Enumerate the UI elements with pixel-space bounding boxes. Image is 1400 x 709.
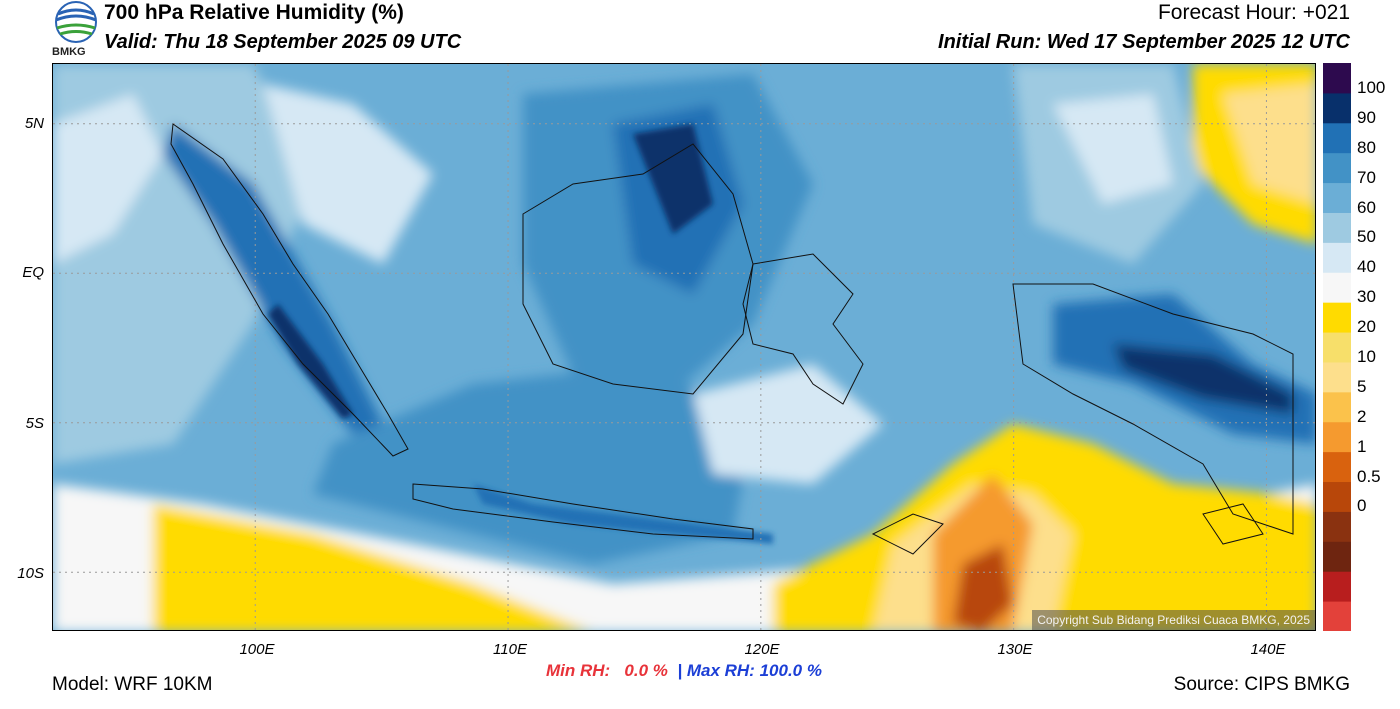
- legend-label: 2: [1357, 406, 1367, 426]
- legend-label: 0.5: [1357, 466, 1381, 486]
- legend-swatch: [1323, 421, 1351, 453]
- legend-label: 70: [1357, 167, 1376, 187]
- lat-label-5s: 5S: [25, 415, 44, 432]
- legend-swatch: [1323, 122, 1351, 154]
- logo-text: BMKG: [52, 46, 86, 58]
- legend-label: 20: [1357, 317, 1376, 337]
- valid-time: Valid: Thu 18 September 2025 09 UTC: [104, 31, 462, 53]
- legend-label: 60: [1357, 197, 1376, 217]
- legend-swatch: [1323, 182, 1351, 213]
- legend-label: 1: [1357, 436, 1367, 456]
- legend-swatch: [1323, 601, 1351, 632]
- legend-swatch: [1323, 361, 1351, 393]
- legend-swatch: [1323, 302, 1351, 333]
- min-rh-value: 0.0 %: [624, 661, 668, 680]
- legend-swatch: [1323, 332, 1351, 363]
- legend-swatch: [1323, 272, 1351, 303]
- rh-stats: Min RH: 0.0 % | Max RH: 100.0 %: [546, 661, 822, 681]
- lat-label-5n: 5N: [24, 115, 44, 132]
- lon-label-100e: 100E: [239, 641, 275, 658]
- legend-label: 90: [1357, 107, 1376, 127]
- data-source: Source: CIPS BMKG: [1173, 674, 1350, 695]
- copyright-notice: Copyright Sub Bidang Prediksi Cuaca BMKG…: [1032, 610, 1315, 630]
- lon-label-140e: 140E: [1250, 641, 1286, 658]
- initial-run: Initial Run: Wed 17 September 2025 12 UT…: [938, 31, 1350, 53]
- chart-title: 700 hPa Relative Humidity (%): [104, 1, 404, 24]
- forecast-hour: Forecast Hour: +021: [1157, 1, 1350, 24]
- model-info: Model: WRF 10KM: [52, 674, 213, 695]
- legend-swatch: [1323, 92, 1351, 124]
- legend-swatch: [1323, 212, 1351, 243]
- legend-label: 30: [1357, 287, 1376, 307]
- color-legend: [1323, 63, 1351, 632]
- legend-swatch: [1323, 63, 1351, 94]
- legend-swatch: [1323, 152, 1351, 184]
- bmkg-logo: BMKG: [50, 0, 102, 60]
- stats-separator: |: [677, 661, 683, 680]
- humidity-map: Copyright Sub Bidang Prediksi Cuaca BMKG…: [52, 63, 1316, 631]
- legend-label: 50: [1357, 227, 1376, 247]
- max-rh-value: 100.0 %: [759, 661, 822, 680]
- legend-label: 5: [1357, 376, 1367, 396]
- legend-label: 80: [1357, 137, 1376, 157]
- legend-label: 40: [1357, 257, 1376, 277]
- legend-swatch: [1323, 242, 1351, 273]
- legend-label: 100: [1357, 77, 1386, 97]
- min-rh-label: Min RH:: [546, 661, 611, 680]
- graticule: [53, 64, 1315, 630]
- max-rh-label: Max RH:: [686, 661, 755, 680]
- legend-swatch: [1323, 571, 1351, 602]
- lon-label-120e: 120E: [744, 641, 780, 658]
- legend-colorbar: [1323, 63, 1351, 632]
- lon-label-110e: 110E: [493, 641, 527, 658]
- legend-swatch: [1323, 541, 1351, 572]
- legend-swatch: [1323, 391, 1351, 423]
- coastlines: [170, 123, 1294, 555]
- legend-swatch: [1323, 481, 1351, 512]
- lat-label-10s: 10S: [17, 565, 44, 582]
- legend-label: 10: [1357, 347, 1376, 366]
- bmkg-logo-icon: [55, 1, 97, 43]
- humidity-field: [53, 64, 1315, 630]
- legend-label: 0: [1357, 496, 1367, 516]
- lon-label-130e: 130E: [997, 641, 1033, 658]
- lat-label-eq: EQ: [22, 264, 44, 281]
- legend-swatch: [1323, 511, 1351, 542]
- legend-swatch: [1323, 451, 1351, 483]
